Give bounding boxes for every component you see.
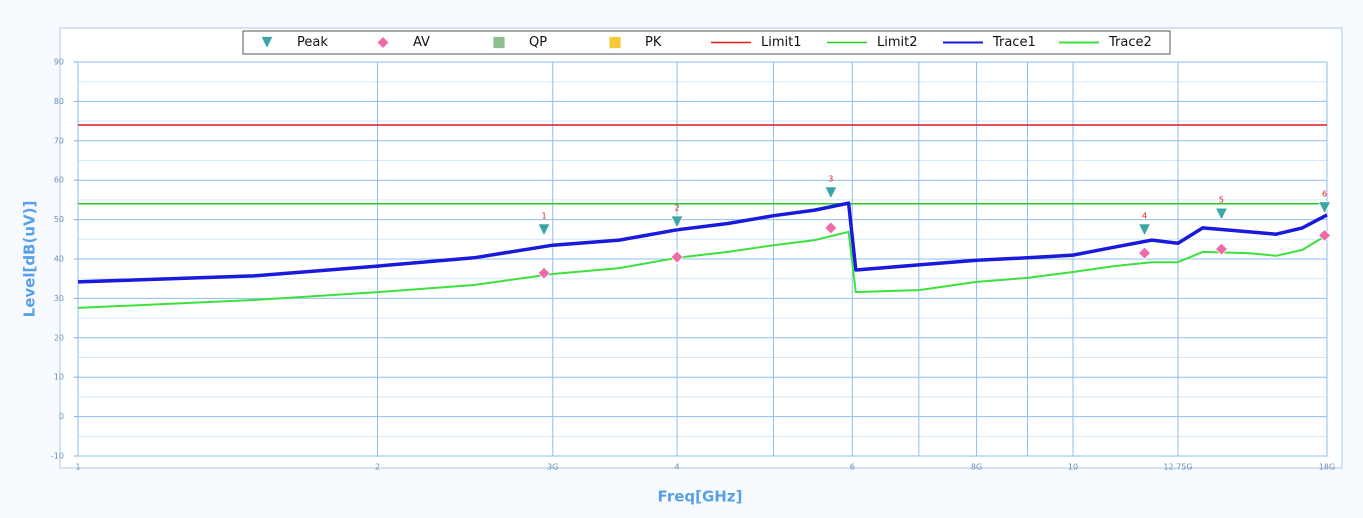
x-axis-label: Freq[GHz] bbox=[658, 488, 743, 506]
y-tick-label: 30 bbox=[54, 294, 64, 303]
y-tick-label: 40 bbox=[54, 255, 64, 264]
marker-triangle bbox=[824, 186, 838, 200]
y-tick-label: 0 bbox=[59, 412, 64, 421]
legend-label: Limit2 bbox=[877, 35, 918, 50]
x-tick-label: 2 bbox=[375, 463, 380, 472]
x-tick-label: 4 bbox=[675, 463, 680, 472]
x-tick-label: 18G bbox=[1319, 463, 1335, 472]
marker-label: 4 bbox=[1142, 211, 1147, 220]
legend-symbol bbox=[492, 36, 506, 49]
y-axis-label: Level[dB(uV)] bbox=[21, 201, 39, 318]
legend-label: Trace2 bbox=[1108, 35, 1152, 50]
marker-label: 5 bbox=[1219, 196, 1224, 205]
trace-line bbox=[77, 230, 1328, 309]
marker-label: 3 bbox=[828, 174, 833, 183]
legend-symbol bbox=[608, 36, 622, 49]
plot-frame bbox=[59, 27, 1343, 469]
marker-label: 6 bbox=[1322, 189, 1327, 198]
marker-diamond bbox=[537, 266, 551, 280]
y-tick-label: -10 bbox=[51, 452, 64, 461]
marker-label: 2 bbox=[675, 203, 680, 212]
x-tick-label: 8G bbox=[971, 463, 982, 472]
x-tick-label: 6 bbox=[850, 463, 855, 472]
marker-triangle bbox=[537, 223, 551, 237]
marker-diamond bbox=[1137, 246, 1152, 260]
y-tick-label: 10 bbox=[54, 373, 64, 382]
x-tick-label: 12.75G bbox=[1163, 463, 1192, 472]
legend-label: Trace1 bbox=[992, 35, 1036, 50]
legend-label: PK bbox=[645, 35, 662, 50]
x-tick-label: 10 bbox=[1068, 463, 1078, 472]
legend-symbol bbox=[376, 35, 390, 50]
marker-label: 1 bbox=[541, 211, 546, 220]
marker-triangle bbox=[1137, 223, 1152, 237]
legend bbox=[242, 30, 1171, 55]
legend-symbol bbox=[260, 36, 274, 50]
marker-triangle bbox=[1214, 207, 1229, 221]
y-tick-label: 90 bbox=[54, 58, 64, 67]
marker-diamond bbox=[824, 221, 838, 235]
legend-label: AV bbox=[413, 35, 430, 50]
legend-label: QP bbox=[529, 35, 547, 50]
x-tick-label: 3G bbox=[547, 463, 558, 472]
y-tick-label: 70 bbox=[54, 136, 64, 145]
marker-triangle bbox=[670, 215, 684, 229]
marker-triangle bbox=[1317, 201, 1332, 215]
y-tick-label: 20 bbox=[54, 333, 64, 342]
legend-label: Peak bbox=[297, 35, 328, 50]
marker-diamond bbox=[670, 250, 684, 264]
x-tick-label: 1 bbox=[75, 463, 80, 472]
y-tick-label: 50 bbox=[54, 215, 64, 224]
y-tick-label: 80 bbox=[54, 97, 64, 106]
y-tick-label: 60 bbox=[54, 176, 64, 185]
trace-line bbox=[77, 201, 1328, 284]
legend-label: Limit1 bbox=[761, 35, 802, 50]
marker-diamond bbox=[1318, 228, 1332, 242]
marker-diamond bbox=[1214, 242, 1229, 256]
